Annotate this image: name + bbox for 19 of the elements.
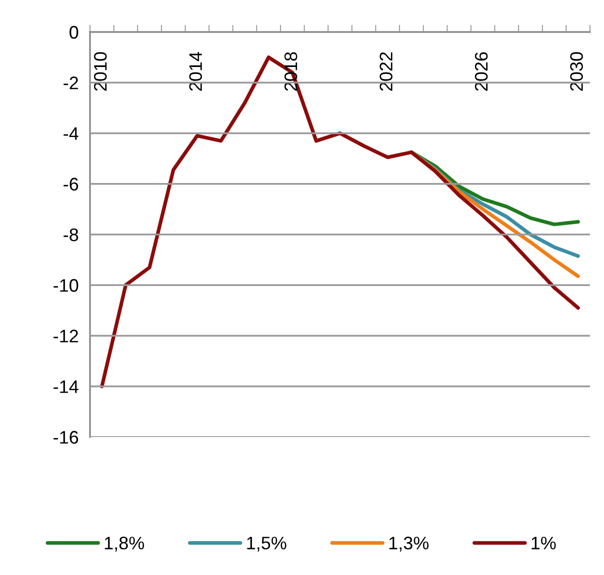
legend-label: 1% — [532, 536, 556, 550]
x-tick-label: 2010 — [94, 52, 107, 91]
y-tick-label: -8 — [64, 228, 78, 242]
legend-label: 1,3% — [389, 536, 429, 552]
y-tick-label: -4 — [64, 127, 78, 140]
y-tick-label: -16 — [54, 430, 78, 444]
x-tick-label: 2014 — [189, 52, 202, 91]
y-tick-label: 0 — [70, 26, 78, 39]
y-tick-label: -12 — [54, 330, 78, 342]
x-tick-label: 2026 — [474, 52, 488, 91]
y-tick-label: -6 — [64, 178, 78, 191]
legend-label: 1,5% — [247, 536, 286, 552]
x-tick-label: 2022 — [380, 52, 392, 91]
y-tick-label: -14 — [54, 380, 78, 393]
y-tick-label: -10 — [54, 279, 78, 292]
x-tick-label: 2030 — [570, 52, 583, 91]
legend-label: 1,8% — [104, 536, 144, 552]
y-tick-label: -2 — [64, 76, 78, 90]
x-tick-label: 2018 — [284, 52, 298, 91]
